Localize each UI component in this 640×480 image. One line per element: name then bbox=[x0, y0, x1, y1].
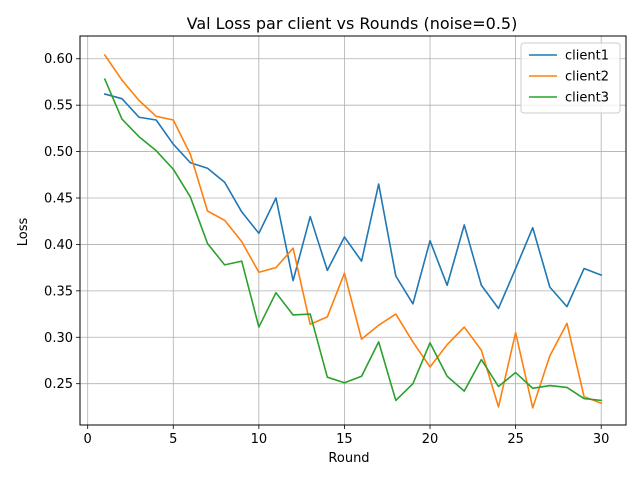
y-tick-label: 0.25 bbox=[44, 377, 73, 392]
y-tick-label: 0.40 bbox=[44, 238, 73, 253]
y-axis-ticks: 0.25 0.30 0.35 0.40 0.45 0.50 0.55 0.60 bbox=[44, 52, 80, 392]
y-tick-label: 0.60 bbox=[44, 52, 73, 67]
series-lines bbox=[103, 53, 603, 409]
x-axis-label: Round bbox=[328, 451, 369, 466]
x-tick-label: 30 bbox=[593, 432, 610, 447]
y-tick-label: 0.30 bbox=[44, 331, 73, 346]
legend-box bbox=[520, 42, 621, 114]
y-tick-label: 0.45 bbox=[44, 192, 73, 207]
x-tick-label: 5 bbox=[169, 432, 177, 447]
x-tick-label: 10 bbox=[251, 432, 268, 447]
x-tick-label: 0 bbox=[84, 432, 92, 447]
chart-title: Val Loss par client vs Rounds (noise=0.5… bbox=[187, 14, 518, 33]
x-tick-label: 25 bbox=[507, 432, 524, 447]
series-line-client2 bbox=[103, 53, 603, 409]
y-tick-label: 0.55 bbox=[44, 99, 73, 114]
x-tick-label: 15 bbox=[336, 432, 353, 447]
y-tick-label: 0.35 bbox=[44, 284, 73, 299]
legend-label-client3: client3 bbox=[565, 91, 609, 106]
plot-frame bbox=[79, 35, 627, 426]
y-tick-label: 0.50 bbox=[44, 145, 73, 160]
x-axis-ticks: 0 5 10 15 20 25 30 bbox=[84, 425, 610, 447]
series-line-client3 bbox=[103, 78, 603, 402]
x-tick-label: 20 bbox=[422, 432, 439, 447]
legend-label-client2: client2 bbox=[565, 70, 609, 85]
series-line-client1 bbox=[103, 93, 603, 310]
y-axis-label: Loss bbox=[16, 218, 31, 247]
legend: client1 client2 client3 bbox=[520, 42, 621, 114]
legend-label-client1: client1 bbox=[565, 49, 609, 64]
